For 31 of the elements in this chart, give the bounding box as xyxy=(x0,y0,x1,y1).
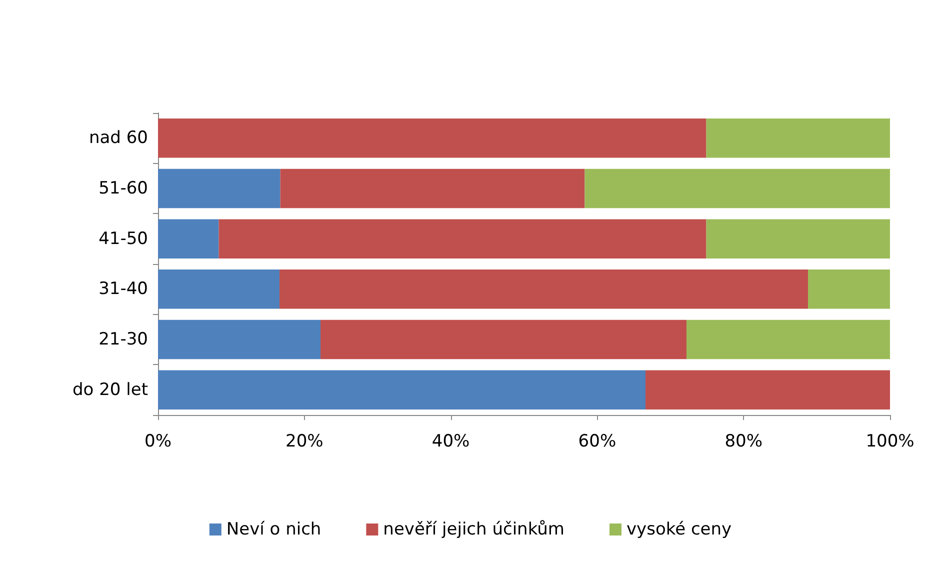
legend-label: Neví o nich xyxy=(226,520,322,540)
x-tick-label: 40% xyxy=(432,432,470,452)
y-tick-label: do 20 let xyxy=(72,380,148,400)
bar xyxy=(158,320,321,360)
y-tick-label: 51-60 xyxy=(98,178,148,198)
bar xyxy=(218,219,706,258)
x-tick-label: 60% xyxy=(578,432,616,452)
bar xyxy=(280,270,808,309)
bar xyxy=(280,168,585,208)
bar xyxy=(646,370,890,410)
bar xyxy=(158,118,706,158)
bar xyxy=(584,168,890,208)
x-tick-label: 0% xyxy=(144,432,172,452)
y-tick-label: 21-30 xyxy=(98,330,148,350)
x-tick-label: 100% xyxy=(866,432,914,452)
bar xyxy=(686,320,890,360)
legend-label: vysoké ceny xyxy=(626,520,732,540)
bar xyxy=(158,270,280,309)
bar xyxy=(808,270,890,309)
x-tick-label: 80% xyxy=(724,432,762,452)
bar xyxy=(158,370,646,410)
y-tick-label: nad 60 xyxy=(88,128,148,148)
bar xyxy=(320,320,687,360)
bar xyxy=(706,118,890,158)
y-tick-label: 31-40 xyxy=(98,279,148,300)
bar xyxy=(158,219,219,258)
bar xyxy=(158,168,280,208)
x-tick-label: 20% xyxy=(286,432,324,452)
y-tick-label: 41-50 xyxy=(98,228,148,249)
legend-label: nevěří jejich účinkům xyxy=(383,520,564,540)
bar xyxy=(706,219,890,258)
